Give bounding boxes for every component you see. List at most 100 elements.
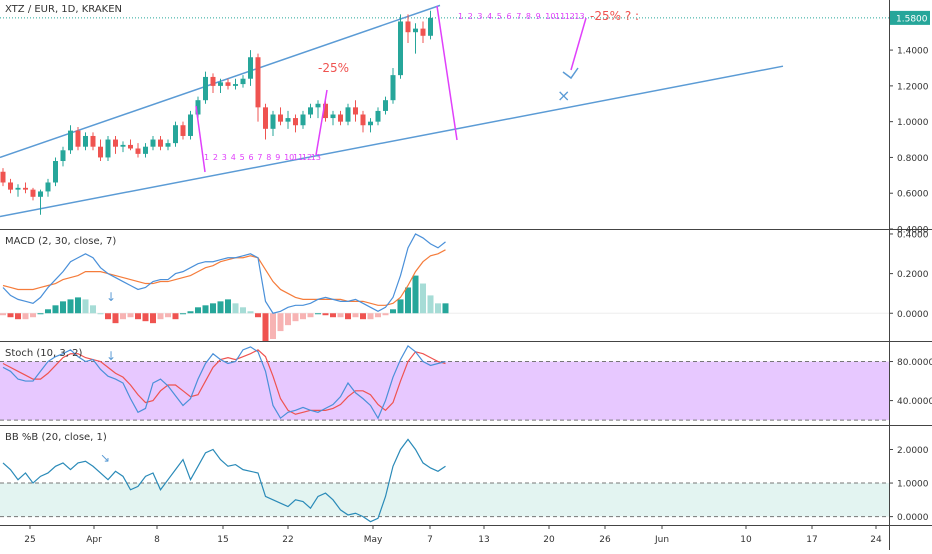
candle-down[interactable]: [128, 144, 133, 149]
candle-up[interactable]: [368, 121, 373, 126]
candle-up[interactable]: [83, 135, 88, 147]
macd-histogram-bar[interactable]: [225, 299, 231, 314]
count-label-upper[interactable]: 12: [565, 12, 575, 21]
macd-histogram-bar[interactable]: [105, 313, 111, 320]
candle-up[interactable]: [15, 187, 21, 190]
macd-histogram-bar[interactable]: [157, 313, 164, 320]
candle-up[interactable]: [428, 17, 433, 36]
macd-histogram-bar[interactable]: [255, 313, 261, 318]
macd-histogram-bar[interactable]: [30, 313, 36, 318]
candle-up[interactable]: [165, 143, 171, 147]
macd-histogram-bar[interactable]: [352, 313, 359, 318]
price-tick-label[interactable]: 1.0000: [897, 118, 929, 128]
macd-histogram-bar[interactable]: [37, 313, 44, 315]
macd-histogram-bar[interactable]: [120, 313, 126, 320]
macd-histogram-bar[interactable]: [262, 313, 269, 341]
bb-percent-b-line[interactable]: [2, 438, 446, 523]
candle-down[interactable]: [8, 182, 13, 190]
macd-histogram-bar[interactable]: [360, 313, 366, 320]
count-label-lower[interactable]: 1: [204, 153, 209, 162]
time-tick-label[interactable]: 25: [24, 535, 35, 545]
count-label-lower[interactable]: 3: [222, 153, 227, 162]
count-label-upper[interactable]: 11: [555, 12, 565, 21]
count-label-lower[interactable]: 13: [311, 153, 321, 162]
candle-down[interactable]: [113, 139, 118, 147]
candle-down[interactable]: [0, 171, 6, 183]
candle-down[interactable]: [98, 146, 103, 158]
macd-histogram-bar[interactable]: [15, 313, 21, 320]
count-label-upper[interactable]: 3: [477, 12, 482, 21]
annotation-stroke[interactable]: [315, 89, 328, 156]
macd-histogram-bar[interactable]: [420, 283, 426, 314]
target-x-icon[interactable]: ×: [557, 86, 570, 105]
time-tick-label[interactable]: 15: [217, 535, 228, 545]
candle-down[interactable]: [323, 103, 328, 119]
macd-histogram-bar[interactable]: [52, 305, 59, 314]
stoch-arrow-icon[interactable]: ↓: [106, 349, 116, 363]
candle-up[interactable]: [38, 191, 43, 197]
macd-tick-label[interactable]: 0.0000: [897, 310, 929, 320]
macd-histogram-bar[interactable]: [277, 313, 284, 332]
macd-histogram-bar[interactable]: [60, 301, 66, 314]
price-tick-label[interactable]: 0.4000: [897, 226, 929, 236]
macd-histogram-bar[interactable]: [195, 307, 201, 314]
candle-up[interactable]: [68, 130, 73, 151]
candle-down[interactable]: [23, 187, 28, 190]
count-label-upper[interactable]: 2: [468, 12, 473, 21]
macd-histogram-bar[interactable]: [315, 313, 321, 315]
price-tick-label[interactable]: 1.2000: [897, 82, 929, 92]
macd-histogram-bar[interactable]: [307, 313, 314, 318]
macd-histogram-bar[interactable]: [412, 275, 419, 314]
count-label-lower[interactable]: 10: [284, 153, 294, 162]
macd-histogram-bar[interactable]: [210, 303, 216, 314]
price-tick-label[interactable]: 0.8000: [897, 154, 929, 164]
candle-up[interactable]: [398, 21, 403, 76]
count-label-upper[interactable]: 9: [536, 12, 541, 21]
annotation-arrow-stroke[interactable]: [570, 17, 587, 71]
macd-tick-label[interactable]: 0.2000: [897, 270, 929, 280]
candle-down[interactable]: [353, 107, 358, 115]
candle-up[interactable]: [390, 75, 396, 101]
macd-histogram-bar[interactable]: [442, 303, 449, 314]
macd-line[interactable]: [2, 233, 446, 314]
stoch-k-line[interactable]: [2, 344, 446, 420]
candle-down[interactable]: [135, 148, 141, 154]
count-label-upper[interactable]: 6: [507, 12, 512, 21]
count-label-lower[interactable]: 11: [293, 153, 303, 162]
candle-up[interactable]: [233, 84, 238, 86]
macd-histogram-bar[interactable]: [217, 301, 224, 314]
macd-histogram-bar[interactable]: [427, 295, 434, 314]
annotation-label[interactable]: -25%: [318, 61, 349, 75]
candle-up[interactable]: [285, 118, 291, 122]
candle-up[interactable]: [53, 161, 58, 183]
candle-up[interactable]: [60, 150, 66, 162]
count-label-lower[interactable]: 12: [302, 153, 312, 162]
candle-down[interactable]: [263, 107, 268, 129]
annotation-stroke[interactable]: [195, 105, 206, 173]
price-tick-label[interactable]: 0.6000: [897, 190, 929, 200]
macd-histogram-bar[interactable]: [75, 297, 81, 314]
macd-histogram-bar[interactable]: [300, 313, 306, 320]
count-label-lower[interactable]: 8: [266, 153, 271, 162]
macd-histogram-bar[interactable]: [97, 313, 104, 315]
time-tick-label[interactable]: 17: [806, 535, 817, 545]
macd-signal-line[interactable]: [2, 249, 446, 306]
macd-histogram-bar[interactable]: [345, 313, 351, 320]
macd-histogram-bar[interactable]: [435, 303, 441, 314]
macd-histogram-bar[interactable]: [90, 305, 96, 314]
candle-down[interactable]: [420, 28, 426, 36]
candle-up[interactable]: [150, 139, 156, 147]
macd-histogram-bar[interactable]: [7, 313, 14, 318]
macd-histogram-bar[interactable]: [375, 313, 381, 318]
candle-up[interactable]: [248, 57, 253, 79]
candle-down[interactable]: [255, 57, 261, 108]
macd-histogram-bar[interactable]: [247, 311, 254, 314]
candle-up[interactable]: [105, 139, 111, 158]
macd-histogram-bar[interactable]: [285, 313, 291, 326]
macd-histogram-bar[interactable]: [165, 313, 171, 318]
candle-up[interactable]: [308, 107, 313, 115]
macd-histogram-bar[interactable]: [0, 313, 6, 316]
candle-down[interactable]: [405, 21, 411, 33]
count-label-upper[interactable]: 7: [516, 12, 521, 21]
count-label-lower[interactable]: 5: [240, 153, 245, 162]
